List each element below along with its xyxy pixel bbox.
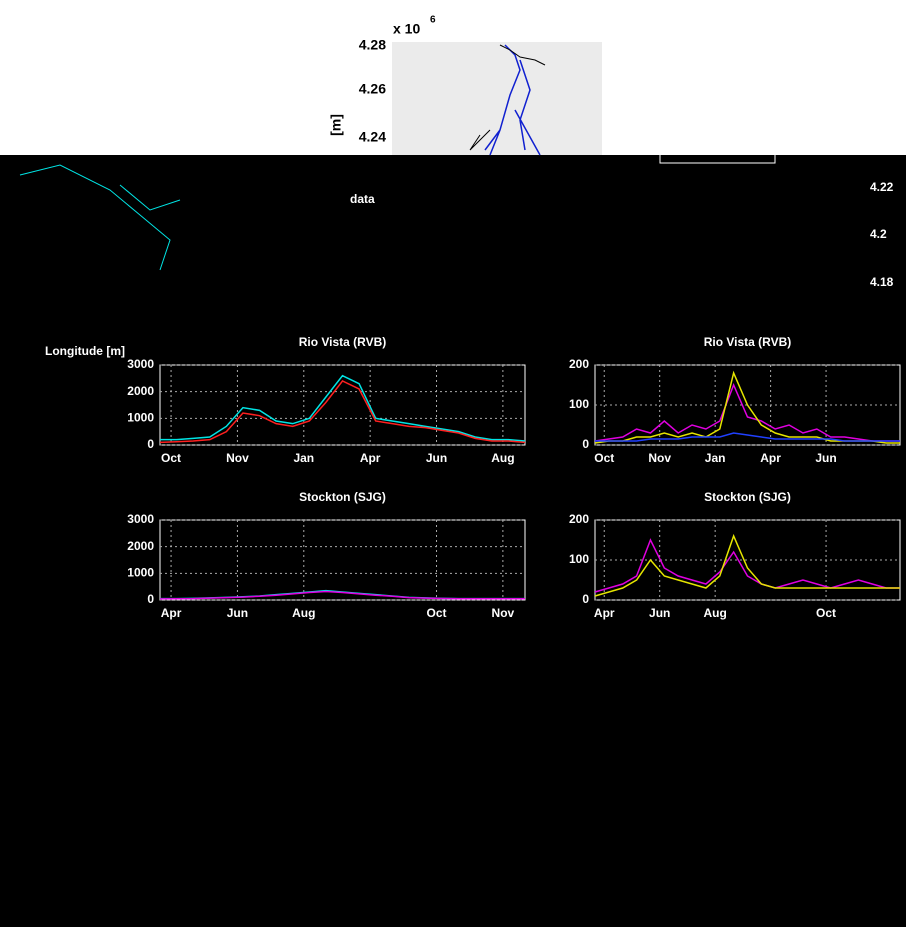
right-tick: 4.18 [870,275,894,289]
x-tick-label: Nov [648,451,671,465]
y-tick-label: 2000 [127,539,154,553]
x-tick-label: Jun [426,451,447,465]
y-tick-label: 1000 [127,566,154,580]
x-tick-label: Aug [491,451,514,465]
axes-frame [159,519,526,601]
series-line [595,432,900,442]
x-tick-label: Oct [161,451,181,465]
y-tick-label: 100 [569,397,589,411]
y-tick-label: 200 [569,512,589,526]
x-tick-label: Apr [161,606,182,620]
series-line [160,374,526,442]
x-label: Longitude [m] [45,344,125,358]
scale-base: x 10 [393,21,420,37]
y-tick-label: 100 [569,552,589,566]
series-line [594,370,900,444]
y-tick-label: 0 [147,592,154,606]
chart-title: Rio Vista (RVB) [704,335,792,349]
map-y-tick: 4.24 [359,129,386,145]
x-tick-label: Jan [293,451,314,465]
x-tick-label: Aug [703,606,726,620]
map-y-label: [m] [328,114,344,136]
right-tick: 4.2 [870,227,887,241]
river-branch [469,44,546,151]
y-tick-label: 3000 [127,357,154,371]
series-line [594,383,900,442]
x-tick-label: Jun [649,606,670,620]
x-tick-label: Oct [427,606,447,620]
x-tick-label: Apr [360,451,381,465]
x-tick-label: Apr [594,606,615,620]
y-tick-label: 3000 [127,512,154,526]
y-tick-label: 200 [569,357,589,371]
river-network [484,44,541,156]
series-line [159,590,525,600]
x-tick-label: Jun [815,451,836,465]
series-line [159,380,526,444]
x-tick-label: Jun [227,606,248,620]
x-tick-label: Apr [760,451,781,465]
y-tick-label: 0 [147,437,154,451]
x-tick-label: Aug [292,606,315,620]
map-y-tick: 4.28 [359,37,386,53]
chart-title: Rio Vista (RVB) [299,335,387,349]
y-tick-label: 1000 [127,411,154,425]
right-tick: 4.22 [870,180,894,194]
y-tick-label: 2000 [127,384,154,398]
y-tick-label: 0 [582,437,589,451]
x-tick-label: Nov [226,451,249,465]
axes-frame [159,364,526,446]
map-outline [19,164,181,271]
map: x 10 6 4.28 4.26 4.24 [m] [328,15,602,156]
map-y-tick: 4.26 [359,81,386,97]
legend-text: data [350,192,375,206]
scale-exponent: 6 [430,15,436,26]
x-tick-label: Oct [594,451,614,465]
x-tick-label: Oct [816,606,836,620]
chart-title: Stockton (SJG) [704,490,791,504]
y-tick-label: 0 [582,592,589,606]
chart-title: Stockton (SJG) [299,490,386,504]
x-tick-label: Nov [492,606,515,620]
x-tick-label: Jan [705,451,726,465]
series-line [594,538,900,593]
legend-box [659,152,776,164]
series-line [594,533,900,597]
